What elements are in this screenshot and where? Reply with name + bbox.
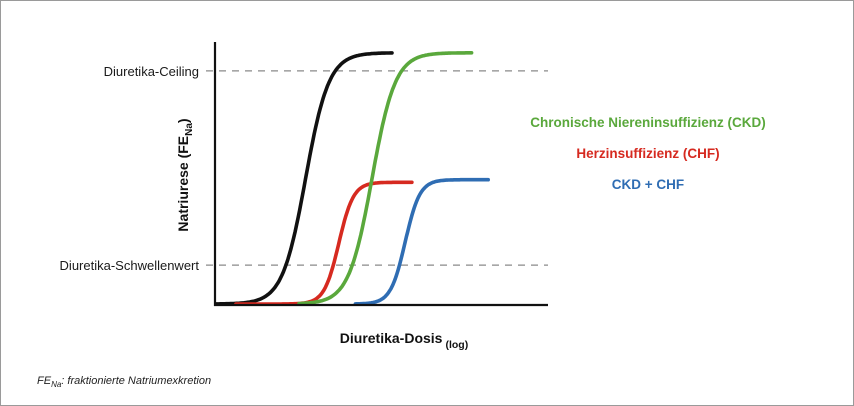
legend-chf: Herzinsuffizienz (CHF) <box>576 146 719 161</box>
series-curve-1 <box>214 51 394 306</box>
footnote-symbol-sub: Na <box>51 380 62 389</box>
series-curves <box>214 51 490 306</box>
y-axis-title-sub: Na <box>184 123 195 136</box>
series-curve-2 <box>234 180 414 306</box>
footnote: FENa: fraktionierte Natriumexkretion <box>37 375 211 389</box>
y-axis-title-main: Natriurese (FE <box>175 136 191 232</box>
footnote-symbol: FE <box>37 375 52 387</box>
x-axis-title: Diuretika-Dosis (log) <box>340 330 468 351</box>
y-axis-title-end: ) <box>175 118 191 123</box>
y-axis-title: Natriurese (FENa) <box>175 118 195 231</box>
threshold-label: Diuretika-Schwellenwert <box>60 258 200 273</box>
legend-ckd: Chronische Niereninsuffizienz (CKD) <box>530 115 766 130</box>
legend-ckd-chf: CKD + CHF <box>612 177 684 192</box>
series-curve-3 <box>297 51 474 306</box>
series-curve-4 <box>353 177 490 306</box>
footnote-text: : fraktionierte Natriumexkretion <box>61 375 211 387</box>
ceiling-label: Diuretika-Ceiling <box>104 64 199 79</box>
x-axis-title-main: Diuretika-Dosis <box>340 330 443 346</box>
x-axis-title-sub: (log) <box>445 339 468 351</box>
